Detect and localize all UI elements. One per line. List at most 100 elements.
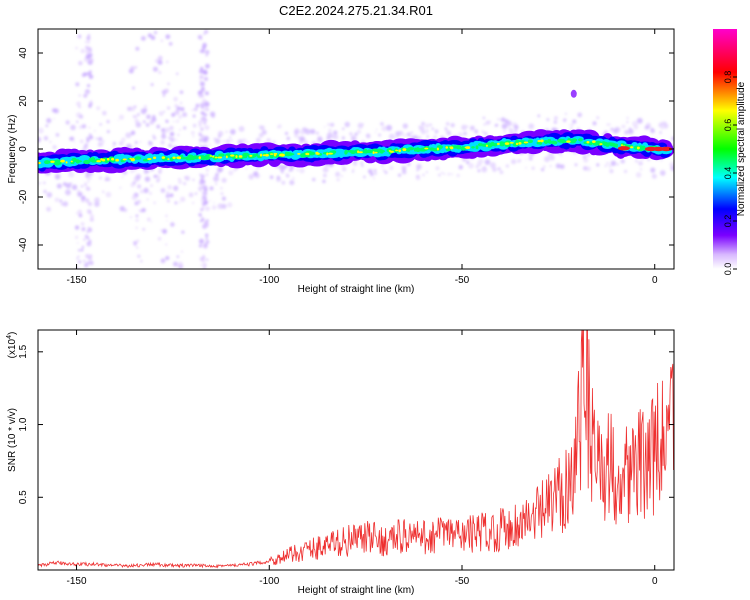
- heatmap-noise-dot: [221, 196, 226, 201]
- heatmap-ridge-blob: [586, 141, 590, 144]
- heatmap-noise-dot: [621, 124, 626, 129]
- heatmap-noise-dot: [99, 176, 103, 180]
- heatmap-noise-dot: [421, 129, 426, 135]
- heatmap-noise-dot: [102, 140, 105, 143]
- heatmap-ridge-blob: [111, 157, 115, 161]
- heatmap-noise-dot: [203, 200, 209, 205]
- heatmap-noise-dot: [626, 121, 629, 124]
- heatmap-ridge-blob: [415, 147, 422, 152]
- heatmap-noise-dot: [143, 105, 147, 109]
- heatmap-ridge-blob: [604, 142, 610, 147]
- heatmap-noise-dot: [374, 131, 377, 134]
- heatmap-y-tick-label: -20: [18, 189, 29, 204]
- heatmap-noise-dot: [200, 178, 205, 183]
- heatmap-noise-dot: [53, 108, 59, 114]
- heatmap-noise-dot: [86, 236, 90, 240]
- heatmap-noise-dot: [560, 154, 563, 157]
- heatmap-noise-dot: [197, 34, 203, 40]
- heatmap-noise-dot: [518, 159, 522, 162]
- heatmap-noise-dot: [201, 258, 206, 263]
- heatmap-noise-dot: [435, 131, 438, 134]
- heatmap-noise-dot: [199, 173, 202, 176]
- heatmap-noise-dot: [468, 162, 474, 169]
- heatmap-noise-dot: [48, 140, 52, 144]
- heatmap-noise-dot: [626, 117, 629, 119]
- heatmap-x-ticks: -150 -100 -50 0: [67, 29, 658, 286]
- heatmap-noise-dot: [279, 165, 286, 171]
- heatmap-noise-dot: [76, 101, 81, 107]
- heatmap-noise-dot: [269, 175, 274, 180]
- heatmap-noise-dot: [203, 76, 209, 81]
- heatmap-noise-dot: [208, 143, 211, 146]
- heatmap-noise-dot: [499, 170, 504, 175]
- heatmap-noise-dot: [497, 167, 501, 171]
- heatmap-noise-dot: [74, 225, 80, 230]
- heatmap-noise-dot: [397, 173, 402, 177]
- heatmap-noise-dot: [357, 122, 364, 129]
- heatmap-noise-dot: [177, 179, 183, 185]
- heatmap-ridge-blob: [161, 156, 166, 159]
- heatmap-ridge-blob: [395, 149, 399, 152]
- heatmap-noise-dot: [84, 182, 87, 184]
- heatmap-ridge-blob: [358, 151, 363, 154]
- heatmap-noise-dot: [543, 165, 546, 168]
- svg-text:(x104): (x104): [6, 332, 18, 359]
- heatmap-noise-dot: [141, 208, 146, 213]
- heatmap-noise-dot: [55, 133, 60, 137]
- heatmap-noise-dot: [151, 117, 154, 120]
- heatmap-noise-dot: [248, 174, 254, 180]
- heatmap-noise-dot: [260, 125, 265, 131]
- heatmap-ridge-blob: [344, 150, 348, 155]
- heatmap-noise-dot: [572, 119, 577, 124]
- heatmap-noise-dot: [477, 169, 481, 173]
- heatmap-noise-dot: [310, 128, 316, 135]
- heatmap-noise-dot: [176, 255, 180, 258]
- heatmap-noise-dot: [209, 199, 212, 202]
- heatmap-noise-dot: [200, 87, 205, 91]
- heatmap-noise-dot: [294, 128, 300, 134]
- figure-title: C2E2.2024.275.21.34.R01: [279, 3, 433, 18]
- heatmap-noise-dot: [315, 131, 320, 135]
- heatmap-ridge-blob: [292, 149, 302, 158]
- heatmap-ridge-blob: [115, 158, 119, 162]
- heatmap-noise-dot: [171, 112, 176, 117]
- heatmap-noise-dot: [172, 120, 175, 123]
- heatmap-noise-dot: [289, 179, 295, 186]
- heatmap-noise-dot: [85, 46, 88, 49]
- heatmap-noise-dot: [209, 111, 216, 117]
- heatmap-noise-dot: [351, 170, 354, 173]
- heatmap-ridge-blob: [273, 154, 277, 157]
- heatmap-noise-dot: [182, 112, 188, 118]
- heatmap-noise-dot: [54, 173, 61, 180]
- heatmap-ridge-blob: [379, 149, 384, 154]
- heatmap-ridge-blob: [424, 147, 429, 150]
- heatmap-noise-dot: [425, 171, 428, 174]
- heatmap-noise-dot: [525, 158, 527, 161]
- heatmap-noise-dot: [163, 110, 165, 113]
- heatmap-noise-dot: [54, 197, 60, 203]
- heatmap-noise-dot: [221, 179, 223, 182]
- heatmap-ridge-blob: [611, 143, 619, 147]
- heatmap-noise-dot: [78, 213, 83, 218]
- heatmap-ridge-blob: [328, 152, 333, 155]
- heatmap-ridge-blob: [235, 155, 238, 159]
- heatmap-noise-dot: [616, 163, 619, 166]
- heatmap-noise-dot: [608, 123, 611, 126]
- heatmap-noise-dot: [635, 172, 642, 178]
- heatmap-noise-dot: [456, 173, 460, 178]
- heatmap-noise-dot: [204, 113, 208, 117]
- heatmap-noise-dot: [509, 128, 514, 133]
- heatmap-noise-dot: [196, 105, 199, 108]
- heatmap-noise-dot: [466, 160, 470, 165]
- snr-x-axis-label: Height of straight line (km): [298, 585, 415, 596]
- heatmap-noise-dot: [450, 123, 455, 128]
- heatmap-noise-dot: [167, 82, 170, 86]
- heatmap-noise-dot: [382, 169, 386, 172]
- heatmap-noise-dot: [403, 134, 406, 137]
- heatmap-noise-dot: [204, 125, 210, 130]
- heatmap-noise-dot: [205, 206, 210, 212]
- heatmap-noise-dot: [105, 175, 109, 179]
- heatmap-x-tick-label: 0: [652, 275, 658, 286]
- heatmap-noise-dot: [200, 110, 203, 113]
- heatmap-noise-dot: [375, 128, 378, 131]
